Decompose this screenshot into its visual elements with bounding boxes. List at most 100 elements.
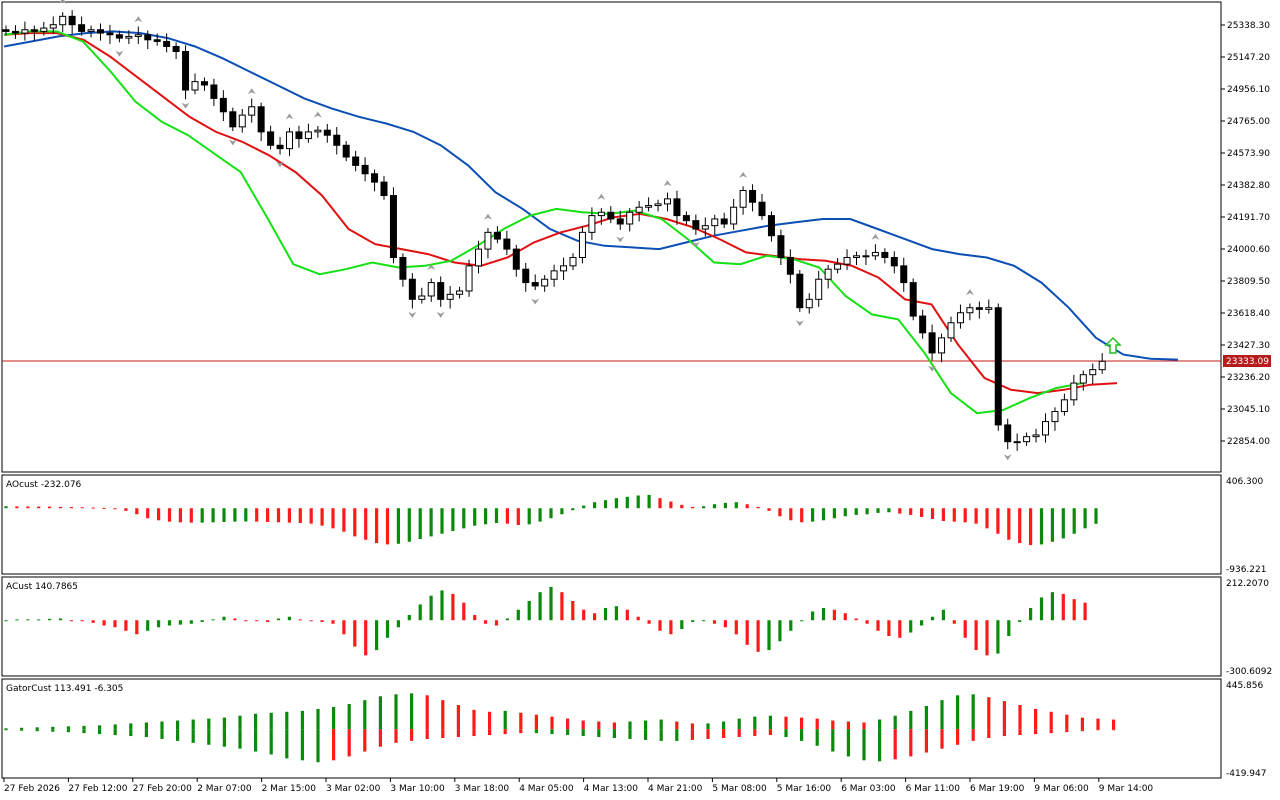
gator-lower-bar [363, 729, 367, 752]
histogram-bar [832, 609, 836, 621]
histogram-bar [603, 607, 608, 621]
buy-arrow-icon[interactable] [1104, 336, 1122, 354]
fractal-down-icon [115, 50, 124, 57]
candle [682, 211, 690, 225]
gator-upper-bar [519, 712, 523, 730]
gator-lower-bar [815, 729, 819, 746]
candle [40, 21, 48, 36]
gator-upper-bar [129, 723, 133, 730]
candle [97, 23, 104, 41]
histogram-bar [571, 600, 575, 621]
histogram-bar [91, 620, 95, 623]
price-tick-label: 23045.10 [1227, 405, 1270, 415]
candle [191, 73, 199, 95]
histogram-bar [4, 620, 8, 622]
candle [720, 212, 728, 229]
histogram-bar [756, 506, 760, 509]
candle [550, 264, 558, 287]
candle [1079, 370, 1087, 391]
histogram-bar [920, 508, 924, 517]
ao-axis-min: -936.221 [1226, 565, 1266, 575]
histogram-bar [26, 506, 30, 509]
histogram-bar [298, 508, 302, 523]
histogram-bar [396, 508, 400, 544]
candle [512, 244, 520, 277]
gator-upper-bar [675, 721, 679, 730]
histogram-bar [15, 619, 19, 621]
histogram-bar [800, 620, 804, 622]
histogram-bar [255, 508, 259, 522]
histogram-bar [244, 508, 248, 522]
histogram-bar [451, 508, 455, 532]
histogram-bar [832, 508, 836, 519]
time-tick-label: 2 Mar 15:00 [262, 784, 317, 794]
candle [824, 265, 832, 289]
gator-lower-bar [1002, 729, 1006, 737]
gator-upper-bar [956, 695, 960, 730]
ac-pane[interactable] [1, 576, 1222, 677]
histogram-bar [375, 508, 379, 544]
histogram-bar [712, 504, 717, 509]
gator-upper-bar [1096, 718, 1100, 730]
histogram-bar [451, 593, 455, 621]
time-tick-label: 6 Mar 03:00 [841, 784, 896, 794]
histogram-bar [48, 618, 52, 621]
gator-lower-bar [597, 729, 601, 738]
histogram-bar [189, 508, 193, 523]
gator-upper-bar [488, 711, 492, 730]
ao-pane[interactable] [1, 474, 1222, 575]
fractal-down-icon [181, 102, 190, 109]
gator-lower-bar [1018, 729, 1022, 736]
gator-upper-bar [191, 719, 195, 730]
histogram-bar [898, 508, 902, 514]
gator-upper-bar [940, 700, 944, 730]
price-pane[interactable] [1, 1, 1222, 473]
histogram-bar [4, 506, 8, 509]
gator-lower-bar [285, 729, 289, 759]
histogram-bar [778, 620, 782, 642]
candle [371, 169, 379, 192]
histogram-bar [702, 506, 706, 509]
time-tick-label: 2 Mar 07:00 [197, 784, 252, 794]
price-tick-label: 23236.20 [1227, 373, 1270, 383]
histogram-bar [767, 620, 771, 651]
gator-pane[interactable] [1, 678, 1222, 779]
gator-upper-bar [332, 706, 336, 730]
histogram-bar [407, 508, 411, 542]
gator-lower-bar [534, 729, 538, 734]
candle [304, 123, 312, 143]
histogram-bar [244, 620, 248, 622]
histogram-bar [582, 505, 586, 509]
candle [664, 192, 671, 212]
candle [1051, 407, 1059, 431]
gator-upper-bar [316, 708, 320, 730]
gator-lower-bar [176, 729, 180, 741]
histogram-bar [1061, 508, 1065, 539]
candle [871, 244, 879, 260]
gator-lower-bar [987, 729, 991, 738]
gator-upper-bar [924, 705, 928, 730]
histogram-bar [898, 620, 902, 638]
histogram-bar [941, 609, 945, 621]
histogram-bar [167, 508, 172, 522]
gator-lower-bar [1096, 729, 1100, 731]
gator-upper-bar [722, 721, 726, 730]
histogram-bar [702, 620, 706, 622]
price-tick-label: 24382.80 [1227, 181, 1270, 191]
fractal-down-icon [436, 311, 445, 318]
candle [588, 207, 596, 240]
fractal-down-icon [928, 365, 937, 372]
histogram-bar [157, 508, 161, 521]
histogram-bar [505, 618, 509, 621]
histogram-bar [636, 616, 640, 621]
histogram-bar [26, 619, 30, 621]
histogram-bar [843, 613, 847, 621]
histogram-bar [756, 620, 760, 652]
gator-upper-bar [831, 720, 835, 730]
gator-lower-bar [628, 729, 632, 739]
candle [87, 25, 95, 38]
histogram-bar [178, 620, 182, 625]
gator-upper-bar [82, 725, 86, 730]
candle [616, 210, 624, 230]
